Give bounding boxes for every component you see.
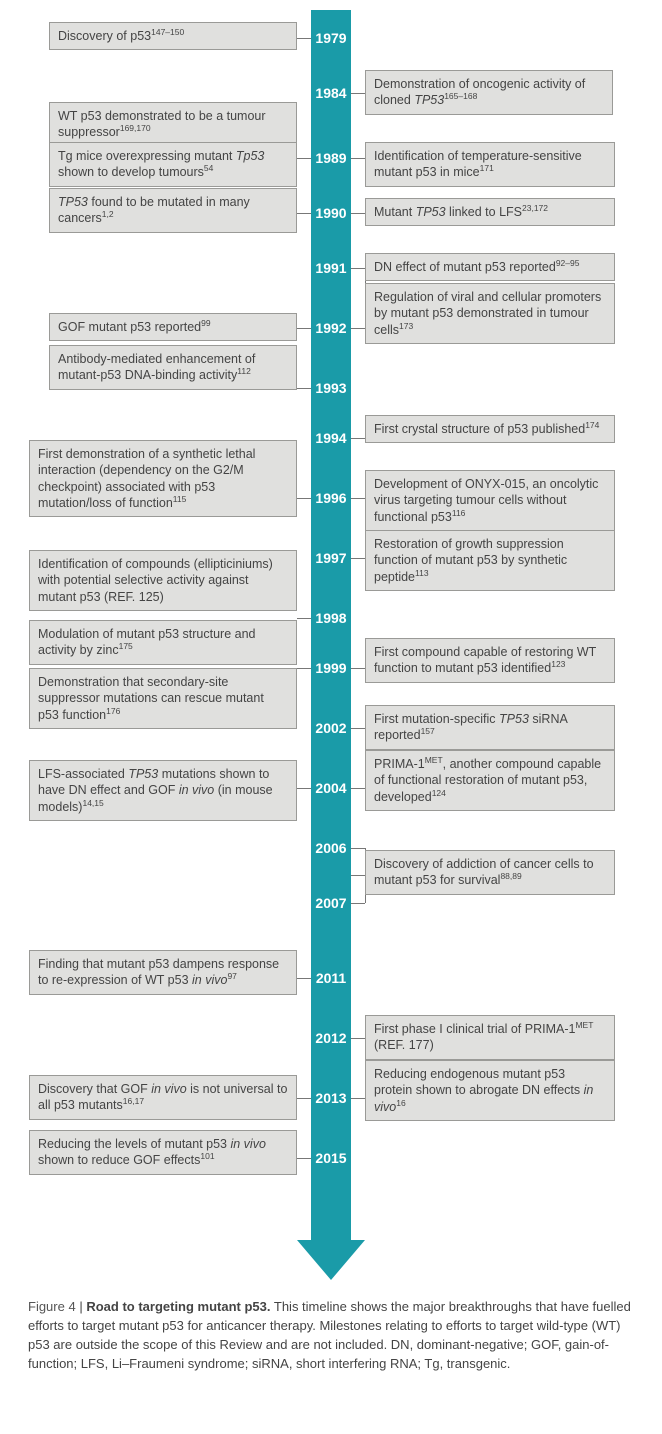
timeline-entry: GOF mutant p53 reported99: [49, 313, 297, 341]
timeline-entry: First demonstration of a synthetic letha…: [29, 440, 297, 517]
timeline-entry: Discovery of p53147–150: [49, 22, 297, 50]
year-label: 1979: [308, 30, 354, 46]
year-label: 2013: [308, 1090, 354, 1106]
year-label: 2002: [308, 720, 354, 736]
year-label: 1992: [308, 320, 354, 336]
year-label: 2007: [308, 895, 354, 911]
timeline-arrowhead-icon: [297, 1240, 365, 1280]
year-label: 1993: [308, 380, 354, 396]
timeline-container: 1979 1984 1989 1990 1991 1992 1993 1994 1996 1997…: [0, 10, 662, 1280]
timeline-entry: Reducing endogenous mutant p53 protein s…: [365, 1060, 615, 1121]
timeline-entry: Finding that mutant p53 dampens response…: [29, 950, 297, 995]
timeline-entry: First crystal structure of p53 published…: [365, 415, 615, 443]
timeline-entry: Demonstration that secondary-site suppre…: [29, 668, 297, 729]
timeline-entry: Discovery that GOF in vivo is not univer…: [29, 1075, 297, 1120]
year-label: 2004: [308, 780, 354, 796]
timeline-entry: Antibody-mediated enhancement of mutant-…: [49, 345, 297, 390]
timeline-entry: Modulation of mutant p53 structure and a…: [29, 620, 297, 665]
year-label: 1994: [308, 430, 354, 446]
year-label: 1996: [308, 490, 354, 506]
timeline-entry: WT p53 demonstrated to be a tumour suppr…: [49, 102, 297, 147]
year-label: 2015: [308, 1150, 354, 1166]
year-label: 1991: [308, 260, 354, 276]
connector-line: [351, 875, 365, 876]
timeline-entry: Demonstration of oncogenic activity of c…: [365, 70, 613, 115]
year-label: 1998: [308, 610, 354, 626]
timeline-entry: Tg mice overexpressing mutant Tp53 shown…: [49, 142, 297, 187]
timeline-entry: Reducing the levels of mutant p53 in viv…: [29, 1130, 297, 1175]
year-label: 1989: [308, 150, 354, 166]
year-label: 1990: [308, 205, 354, 221]
year-label: 1984: [308, 85, 354, 101]
timeline-entry: Development of ONYX-015, an oncolytic vi…: [365, 470, 615, 531]
year-label: 1999: [308, 660, 354, 676]
timeline-entry: DN effect of mutant p53 reported92–95: [365, 253, 615, 281]
timeline-entry: Regulation of viral and cellular promote…: [365, 283, 615, 344]
timeline-entry: Identification of temperature-sensitive …: [365, 142, 615, 187]
figure-label: Figure 4: [28, 1299, 76, 1314]
figure-caption: Figure 4 | Road to targeting mutant p53.…: [0, 1280, 662, 1377]
year-label: 2012: [308, 1030, 354, 1046]
figure-title: Road to targeting mutant p53.: [86, 1299, 270, 1314]
year-label: 2006: [308, 840, 354, 856]
timeline-entry: PRIMA-1MET, another compound capable of …: [365, 750, 615, 811]
year-label: 2011: [308, 970, 354, 986]
timeline-entry: TP53 found to be mutated in many cancers…: [49, 188, 297, 233]
timeline-entry: First phase I clinical trial of PRIMA-1M…: [365, 1015, 615, 1060]
timeline-entry: Identification of compounds (ellipticini…: [29, 550, 297, 611]
timeline-entry: First compound capable of restoring WT f…: [365, 638, 615, 683]
timeline-entry: Mutant TP53 linked to LFS23,172: [365, 198, 615, 226]
year-label: 1997: [308, 550, 354, 566]
timeline-entry: Discovery of addiction of cancer cells t…: [365, 850, 615, 895]
timeline-entry: LFS-associated TP53 mutations shown to h…: [29, 760, 297, 821]
page: 1979 1984 1989 1990 1991 1992 1993 1994 1996 1997…: [0, 0, 662, 1397]
timeline-entry: First mutation-specific TP53 siRNA repor…: [365, 705, 615, 750]
timeline-entry: Restoration of growth suppression functi…: [365, 530, 615, 591]
